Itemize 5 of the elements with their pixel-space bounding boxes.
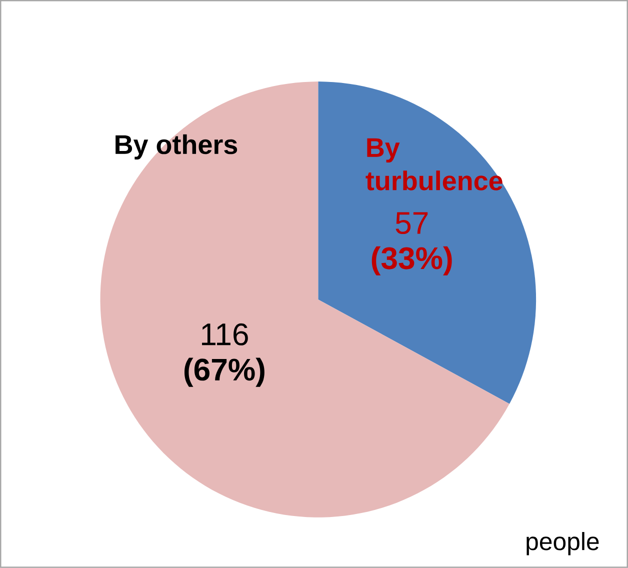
slice-label: By turbulence — [366, 138, 502, 190]
text: people — [526, 532, 599, 556]
slice-label: By others — [116, 134, 238, 160]
data-label: 116 (67%) — [184, 323, 264, 387]
data-label: 57 (33%) — [372, 212, 452, 276]
